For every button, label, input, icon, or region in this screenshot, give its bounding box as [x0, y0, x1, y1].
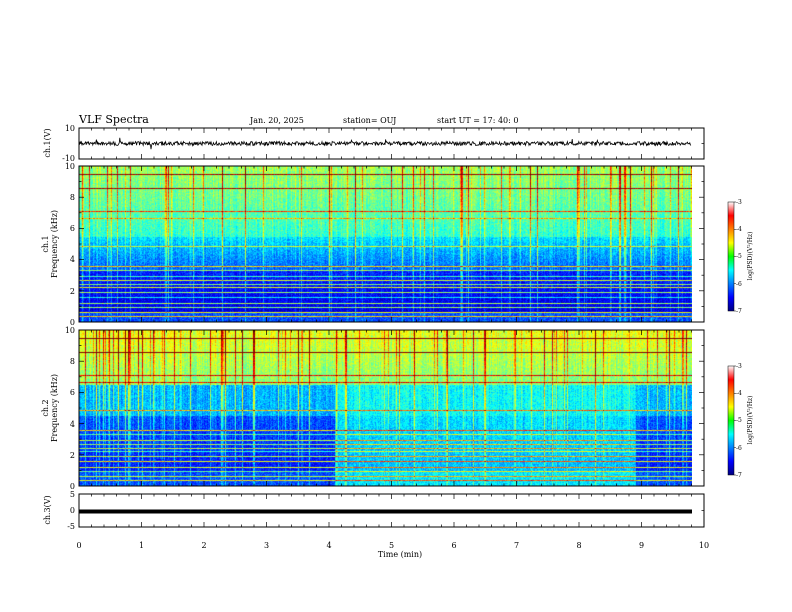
xtick-3: 3: [264, 541, 269, 550]
ch1-frequency-ylabel: Frequency (kHz): [50, 210, 59, 278]
ch2-freq-tick-10: 10: [65, 326, 75, 335]
ch1-freq-tick-0: 0: [70, 318, 75, 327]
ch2-colorbar-ticks: [734, 365, 736, 476]
xtick-9: 9: [639, 541, 644, 550]
date-label: Jan. 20, 2025: [249, 116, 304, 125]
ch2-freq-tick-8: 8: [70, 357, 75, 366]
ch2-colorbar-tick-m3: -3: [736, 363, 742, 370]
ch1-waveform-panel: 10 -10 ch.1(V): [43, 124, 705, 163]
ch1-spectrogram-image: [79, 166, 692, 322]
ch1-ytick-10: 10: [65, 124, 75, 133]
ch1-waveform-ylabel: ch.1(V): [43, 128, 52, 157]
ch1-channel-label: ch.1: [41, 235, 50, 252]
ch2-freq-tick-2: 2: [70, 451, 75, 460]
ch1-freq-tick-6: 6: [70, 224, 75, 233]
xtick-0: 0: [76, 541, 81, 550]
ch1-colorbar-ticks: [734, 201, 736, 312]
xtick-8: 8: [576, 541, 581, 550]
ch2-colorbar-label: log(PSD)(V²/Hz): [747, 396, 754, 445]
ch2-colorbar-tick-m4: -4: [736, 390, 742, 397]
ch1-colorbar-label: log(PSD)(V²/Hz): [747, 232, 754, 281]
ch2-freq-tick-6: 6: [70, 388, 75, 397]
ch1-waveform-ticks: [78, 127, 705, 160]
ch3-waveform-ylabel: ch.3(V): [43, 495, 52, 524]
ch1-waveform-trace: [78, 137, 692, 150]
xtick-10: 10: [699, 541, 709, 550]
ch1-freq-tick-4: 4: [70, 255, 75, 264]
ch1-spectrogram-panel: 10 8 6 4 2 0 ch.1 Frequency (kHz) -3 -4 …: [41, 162, 754, 327]
ch2-channel-label: ch.2: [41, 399, 50, 416]
ch2-colorbar-tick-m5: -5: [736, 417, 742, 424]
ch3-ytick-0: 0: [70, 506, 75, 515]
ch3-waveform-ticks: [78, 493, 705, 528]
ch3-ytick-minus5: -5: [67, 522, 75, 531]
time-xlabel: Time (min): [378, 550, 422, 559]
ch2-freq-tick-4: 4: [70, 420, 75, 429]
ch2-spectrogram-ticks: [78, 329, 705, 487]
ch1-spectrogram-ticks: [78, 165, 705, 323]
ch2-frequency-ylabel: Frequency (kHz): [50, 374, 59, 442]
ch1-colorbar-tick-m6: -6: [736, 281, 742, 288]
ch2-spectrogram-panel: 10 8 6 4 2 0 ch.2 Frequency (kHz) -3 -4 …: [41, 326, 754, 491]
figure-title: VLF Spectra: [78, 113, 149, 126]
xtick-5: 5: [389, 541, 394, 550]
ch1-colorbar-tick-m3: -3: [736, 199, 742, 206]
ch3-ytick-5: 5: [70, 490, 75, 499]
xtick-4: 4: [326, 541, 331, 550]
xtick-2: 2: [201, 541, 206, 550]
time-axis: 0 1 2 3 4 5 6 7 8 9 10 Time (min): [76, 541, 709, 559]
ch2-freq-tick-0: 0: [70, 482, 75, 491]
ch1-colorbar-tick-m7: -7: [736, 308, 742, 315]
ch3-waveform-panel: 5 0 -5 ch.3(V): [43, 490, 705, 531]
station-label: station= OUJ: [343, 116, 396, 125]
ch1-freq-tick-10: 10: [65, 162, 75, 171]
ch1-colorbar-tick-m4: -4: [736, 226, 742, 233]
ch1-ytick-minus10: -10: [62, 154, 75, 163]
ch1-colorbar-tick-m5: -5: [736, 253, 742, 260]
start-ut-label: start UT = 17: 40: 0: [437, 116, 518, 125]
ch2-colorbar-tick-m6: -6: [736, 445, 742, 452]
xtick-6: 6: [451, 541, 456, 550]
ch2-colorbar-tick-m7: -7: [736, 472, 742, 479]
ch2-colorbar: [727, 365, 735, 476]
xtick-1: 1: [139, 541, 144, 550]
ch1-freq-tick-8: 8: [70, 193, 75, 202]
ch1-freq-tick-2: 2: [70, 287, 75, 296]
ch1-colorbar: [727, 201, 735, 312]
xtick-7: 7: [514, 541, 519, 550]
ch2-spectrogram-image: [79, 330, 692, 486]
